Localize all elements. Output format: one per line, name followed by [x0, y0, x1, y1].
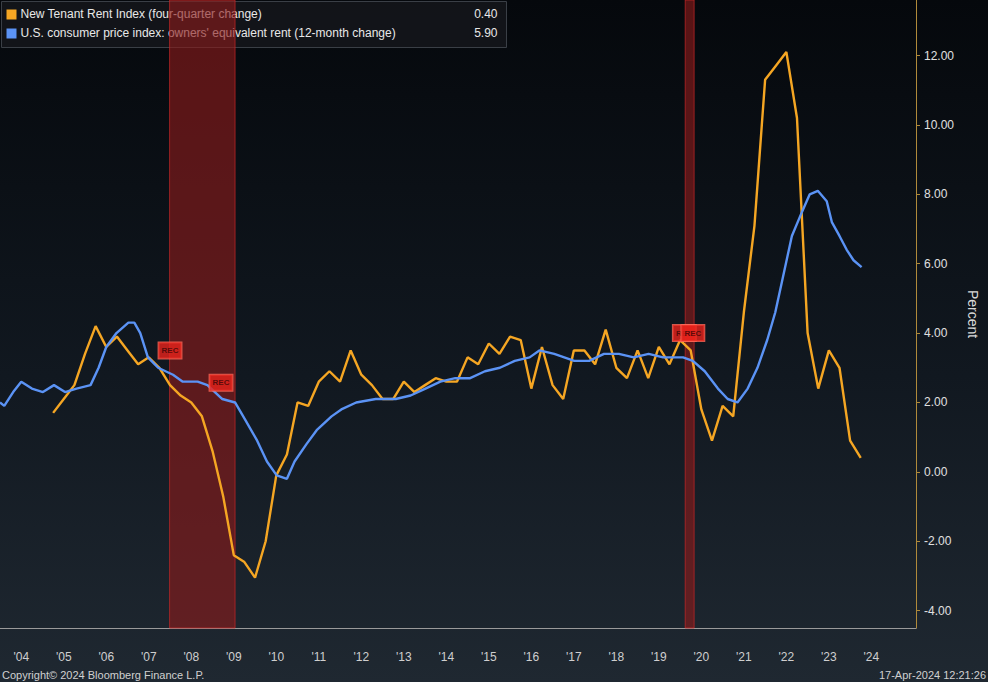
svg-text:'05: '05	[56, 650, 72, 664]
svg-text:12.00: 12.00	[924, 49, 954, 63]
svg-text:'12: '12	[353, 650, 369, 664]
svg-text:'07: '07	[141, 650, 157, 664]
svg-text:8.00: 8.00	[924, 187, 948, 201]
svg-text:'18: '18	[609, 650, 625, 664]
svg-text:'04: '04	[13, 650, 29, 664]
svg-text:REC: REC	[684, 329, 701, 338]
svg-text:-2.00: -2.00	[924, 534, 952, 548]
svg-text:-4.00: -4.00	[924, 604, 952, 618]
svg-text:U.S. consumer price index: own: U.S. consumer price index: owners' equiv…	[20, 25, 396, 40]
svg-text:'13: '13	[396, 650, 412, 664]
svg-text:0.00: 0.00	[924, 465, 948, 479]
svg-text:'10: '10	[268, 650, 284, 664]
svg-text:REC: REC	[213, 378, 230, 387]
svg-text:'22: '22	[779, 650, 795, 664]
svg-text:'17: '17	[566, 650, 582, 664]
svg-text:'19: '19	[651, 650, 667, 664]
svg-text:'23: '23	[821, 650, 837, 664]
svg-text:'14: '14	[438, 650, 454, 664]
svg-text:'16: '16	[524, 650, 540, 664]
svg-text:Percent: Percent	[965, 290, 981, 338]
svg-text:5.90: 5.90	[474, 26, 498, 40]
svg-text:'08: '08	[183, 650, 199, 664]
svg-text:Copyright© 2024 Bloomberg Fina: Copyright© 2024 Bloomberg Finance L.P.	[2, 669, 204, 681]
svg-text:0.40: 0.40	[474, 7, 498, 21]
svg-text:'20: '20	[694, 650, 710, 664]
svg-text:4.00: 4.00	[924, 326, 948, 340]
svg-text:6.00: 6.00	[924, 257, 948, 271]
svg-text:10.00: 10.00	[924, 118, 954, 132]
svg-text:'15: '15	[481, 650, 497, 664]
svg-text:2.00: 2.00	[924, 395, 948, 409]
svg-text:'06: '06	[98, 650, 114, 664]
svg-text:'09: '09	[226, 650, 242, 664]
svg-text:'21: '21	[736, 650, 752, 664]
svg-text:'11: '11	[311, 650, 326, 664]
svg-text:REC: REC	[162, 346, 179, 355]
svg-text:17-Apr-2024 12:21:26: 17-Apr-2024 12:21:26	[879, 669, 986, 681]
svg-text:New Tenant Rent Index (four-qu: New Tenant Rent Index (four-quarter chan…	[20, 6, 262, 21]
svg-text:'24: '24	[864, 650, 880, 664]
